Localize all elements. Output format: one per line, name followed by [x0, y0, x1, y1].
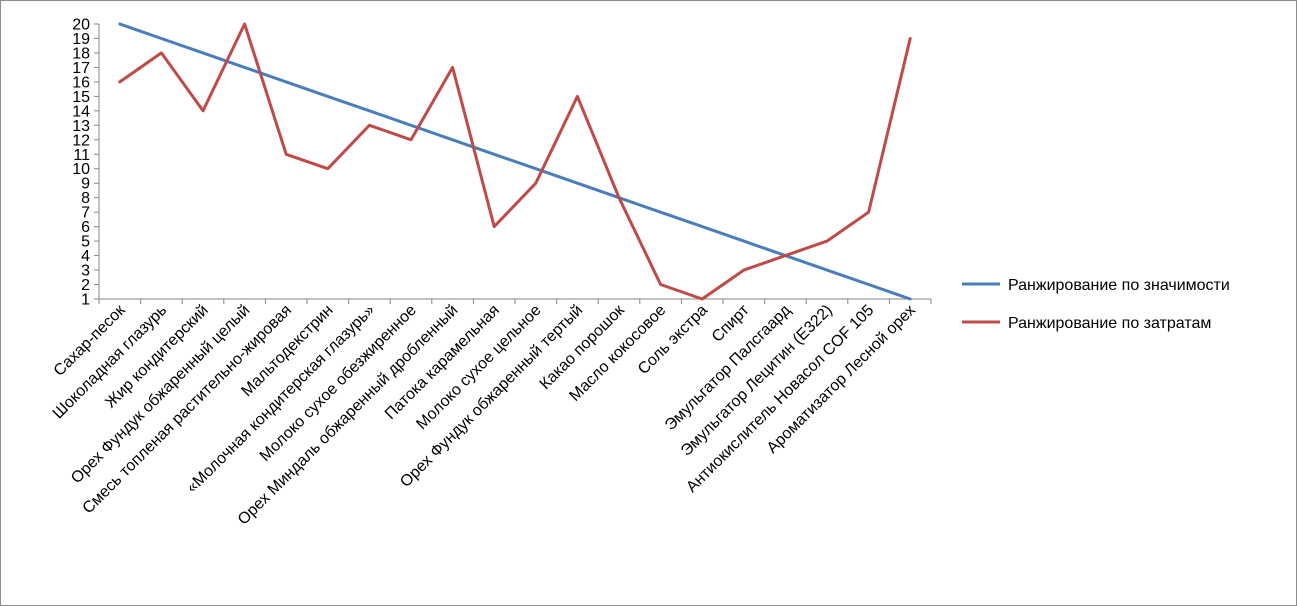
y-tick-label: 14 — [72, 103, 90, 120]
series-line-2 — [118, 22, 912, 301]
y-tick-label: 4 — [81, 248, 90, 265]
y-tick-label: 15 — [72, 89, 90, 106]
legend: Ранжирование по значимости Ранжирование п… — [962, 277, 1230, 332]
y-tick-label: 1 — [81, 292, 90, 309]
y-tick-label: 9 — [81, 176, 90, 193]
y-tick-label: 8 — [81, 190, 90, 207]
y-tick-label: 10 — [72, 161, 90, 178]
y-tick-label: 17 — [72, 60, 90, 77]
y-tick-label: 7 — [81, 205, 90, 222]
legend-label-1: Ранжирование по значимости — [1008, 277, 1230, 294]
y-tick-label: 6 — [81, 219, 90, 236]
y-tick-label: 19 — [72, 31, 90, 48]
y-tick-label: 16 — [72, 74, 90, 91]
y-tick-label: 20 — [72, 17, 90, 34]
series-line-1 — [118, 22, 912, 301]
x-tick-label: Эмульгатор Лецитин (Е322) — [678, 302, 836, 460]
y-tick-label: 13 — [72, 118, 90, 135]
y-tick-label: 2 — [81, 277, 90, 294]
x-tick-label: Сахар-песок — [51, 301, 130, 380]
series-lines — [118, 22, 912, 301]
legend-label-2: Ранжирование по затратам — [1008, 315, 1211, 332]
y-tick-label: 3 — [81, 263, 90, 280]
y-tick-label: 12 — [72, 132, 90, 149]
y-tick-label: 5 — [81, 234, 90, 251]
y-tick-label: 18 — [72, 45, 90, 62]
y-tick-label: 11 — [73, 147, 90, 164]
